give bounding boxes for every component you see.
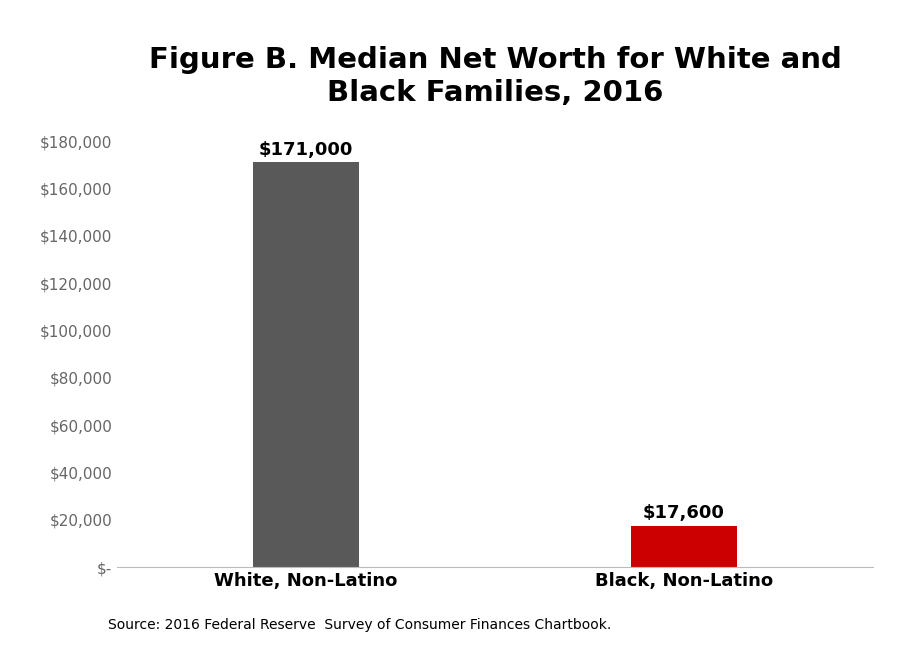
Text: $17,600: $17,600 <box>644 504 725 522</box>
Text: $171,000: $171,000 <box>259 141 353 159</box>
Bar <box>631 526 737 567</box>
Title: Figure B. Median Net Worth for White and
Black Families, 2016: Figure B. Median Net Worth for White and… <box>148 46 842 107</box>
Text: Source: 2016 Federal Reserve  Survey of Consumer Finances Chartbook.: Source: 2016 Federal Reserve Survey of C… <box>108 618 611 632</box>
Bar <box>253 162 359 567</box>
